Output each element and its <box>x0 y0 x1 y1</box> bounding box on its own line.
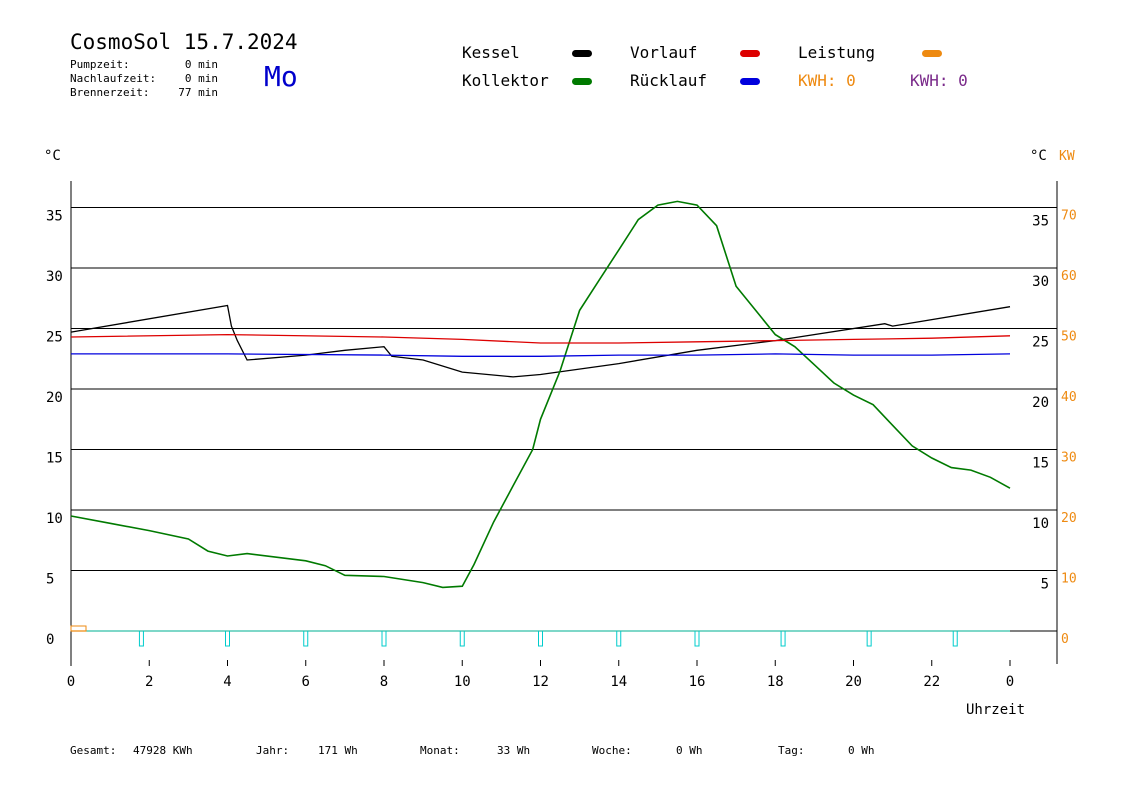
y-tick-kw-0: 0 <box>1061 632 1069 647</box>
weekday-label: Mo <box>264 60 298 93</box>
y-tick-left-5: 5 <box>46 572 54 588</box>
pump-pulse-7 <box>694 630 700 647</box>
legend-swatch-ruecklauf <box>740 78 760 85</box>
x-tick-5: 10 <box>454 674 471 690</box>
legend-kwh-orange: KWH: 0 <box>798 71 856 90</box>
pump-pulse-3 <box>381 630 387 647</box>
total-gesamt-value: 47928 KWh <box>133 744 193 757</box>
y-tick-left-0: 0 <box>46 632 54 648</box>
pump-pulse-8 <box>780 630 786 647</box>
total-monat-value: 33 Wh <box>497 744 531 757</box>
y-tick-right-35: 35 <box>1032 214 1049 230</box>
stat-value-pumpzeit: 0 min <box>184 58 218 71</box>
x-tick-8: 16 <box>689 674 706 690</box>
series-line-vorlauf <box>70 333 1011 344</box>
y-tick-kw-30: 30 <box>1061 451 1077 466</box>
x-tick-10: 20 <box>845 674 862 690</box>
legend-label-ruecklauf: Rücklauf <box>630 71 708 90</box>
total-monat-label: Monat: <box>420 744 460 757</box>
series-line-kessel <box>70 304 1011 378</box>
x-tick-11: 22 <box>923 674 940 690</box>
total-tag-value: 0 Wh <box>848 744 875 757</box>
stat-value-brennerzeit: 77 min <box>178 86 218 99</box>
axes <box>70 181 1058 666</box>
x-tick-1: 2 <box>145 674 153 690</box>
x-tick-0: 0 <box>67 674 75 690</box>
legend-kwh-purple: KWH: 0 <box>910 71 968 90</box>
legend-swatch-kessel <box>572 50 592 57</box>
y-tick-left-20: 20 <box>46 390 63 406</box>
total-jahr-label: Jahr: <box>256 744 290 757</box>
y-tick-kw-40: 40 <box>1061 390 1077 405</box>
x-tick-12: 0 <box>1006 674 1014 690</box>
y-tick-right-5: 5 <box>1041 577 1049 593</box>
legend-swatch-vorlauf <box>740 50 760 57</box>
total-gesamt-label: Gesamt: <box>70 744 117 757</box>
stat-label-pumpzeit: Pumpzeit: <box>70 58 130 71</box>
y-tick-kw-20: 20 <box>1061 511 1077 526</box>
y-axis-unit-right: °C <box>1030 148 1047 164</box>
y-tick-kw-60: 60 <box>1061 269 1077 284</box>
pump-pulse-4 <box>459 630 465 647</box>
legend-label-kessel: Kessel <box>462 43 520 62</box>
x-tick-3: 6 <box>302 674 310 690</box>
stat-label-nachlaufzeit: Nachlaufzeit: <box>70 72 157 85</box>
x-axis-label: Uhrzeit <box>966 702 1025 718</box>
y-tick-kw-70: 70 <box>1061 209 1077 224</box>
pump-pulse-5 <box>538 630 543 647</box>
pump-pulse-10 <box>952 630 958 647</box>
y-axis-unit-kw: KW <box>1059 149 1075 164</box>
y-tick-right-25: 25 <box>1032 335 1049 351</box>
leistung-marker <box>70 625 87 632</box>
x-tick-9: 18 <box>767 674 784 690</box>
x-tick-2: 4 <box>223 674 231 690</box>
stat-label-brennerzeit: Brennerzeit: <box>70 86 150 99</box>
y-axis-unit-left: °C <box>44 148 61 164</box>
x-tick-4: 8 <box>380 674 388 690</box>
y-tick-left-15: 15 <box>46 451 63 467</box>
total-woche-label: Woche: <box>592 744 632 757</box>
pump-pulse-1 <box>225 630 230 647</box>
y-tick-right-15: 15 <box>1032 456 1049 472</box>
total-tag-label: Tag: <box>778 744 805 757</box>
pump-pulse-6 <box>616 630 622 647</box>
y-tick-right-10: 10 <box>1032 516 1049 532</box>
y-tick-right-20: 20 <box>1032 395 1049 411</box>
total-woche-value: 0 Wh <box>676 744 703 757</box>
pump-pulse-2 <box>303 630 309 647</box>
tick-labels: 0510152025303551015202530350102030405060… <box>46 209 1077 691</box>
series-line-rcklauf <box>71 353 1011 357</box>
legend-swatch-leistung <box>922 50 942 57</box>
pump-pulse-9 <box>866 630 872 647</box>
y-tick-left-25: 25 <box>46 330 63 346</box>
y-tick-left-35: 35 <box>46 209 63 225</box>
y-tick-kw-10: 10 <box>1061 572 1077 587</box>
x-tick-7: 14 <box>610 674 627 690</box>
y-tick-kw-50: 50 <box>1061 330 1077 345</box>
legend-swatch-kollektor <box>572 78 592 85</box>
x-tick-6: 12 <box>532 674 549 690</box>
total-jahr-value: 171 Wh <box>318 744 358 757</box>
legend-label-kollektor: Kollektor <box>462 71 549 90</box>
data-series <box>70 200 1011 647</box>
gridlines <box>71 207 1057 632</box>
stat-value-nachlaufzeit: 0 min <box>184 72 218 85</box>
series-line-kollektor <box>70 200 1011 589</box>
y-tick-left-30: 30 <box>46 269 63 285</box>
legend-label-vorlauf: Vorlauf <box>630 43 698 62</box>
y-tick-right-30: 30 <box>1032 274 1049 290</box>
pump-pulse-0 <box>138 630 144 647</box>
legend-label-leistung: Leistung <box>798 43 876 62</box>
y-tick-left-10: 10 <box>46 511 63 527</box>
page-title: CosmoSol 15.7.2024 <box>70 30 298 54</box>
